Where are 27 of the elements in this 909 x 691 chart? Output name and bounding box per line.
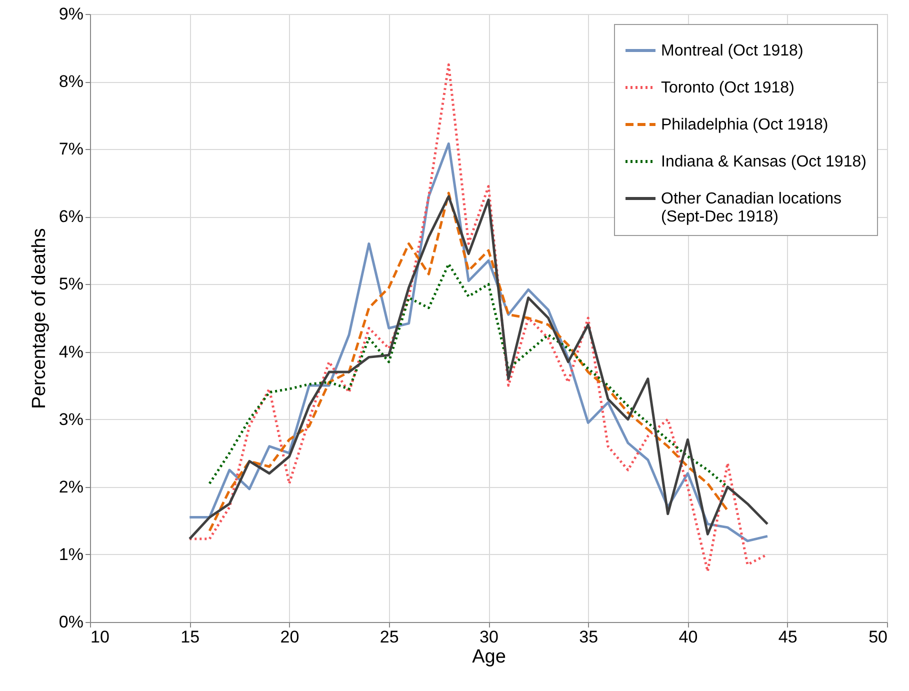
y-tick-label: 7% (58, 140, 84, 159)
x-tick-label: 15 (180, 628, 200, 646)
x-axis-title: Age (472, 646, 506, 668)
legend-label: Other Canadian locations (Sept-Dec 1918) (661, 190, 842, 226)
legend-label: Philadelphia (Oct 1918) (661, 116, 828, 134)
x-tick-label: 50 (868, 628, 888, 646)
x-tick-label: 35 (579, 628, 598, 646)
y-tick-label: 4% (58, 342, 84, 362)
legend-label: Montreal (Oct 1918) (661, 42, 804, 60)
y-tick-label: 0% (58, 612, 84, 632)
y-tick-label: 3% (58, 410, 84, 429)
y-tick-label: 6% (58, 207, 84, 226)
x-tick-label: 10 (90, 628, 110, 646)
legend-label: Toronto (Oct 1918) (661, 80, 794, 96)
x-tick-label: 30 (480, 628, 498, 646)
x-tick-label: 25 (380, 628, 399, 646)
y-tick-label: 2% (58, 477, 84, 496)
legend-label: Indiana & Kansas (Oct 1918) (661, 154, 866, 170)
y-tick-label: 9% (58, 4, 84, 24)
y-tick-label: 1% (58, 544, 84, 564)
y-axis-title: Percentage of deaths (28, 228, 50, 409)
y-tick-label: 8% (58, 72, 84, 92)
x-tick-label: 45 (778, 628, 798, 646)
y-tick-label: 5% (58, 274, 84, 294)
x-tick-label: 40 (678, 628, 698, 646)
x-tick-label: 20 (280, 628, 300, 646)
line-series (208, 262, 729, 488)
